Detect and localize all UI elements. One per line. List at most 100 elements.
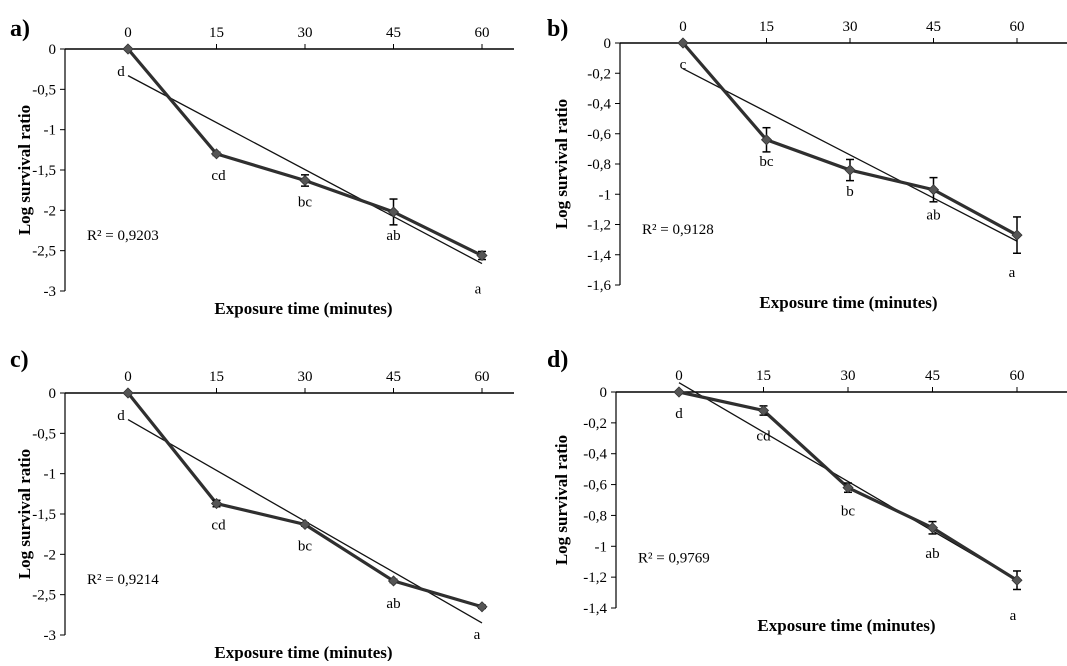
y-tick-label: -1 xyxy=(44,123,57,139)
x-tick-label: 60 xyxy=(475,25,490,41)
y-tick-label: -0,2 xyxy=(587,66,611,82)
y-tick-label: -2,5 xyxy=(32,588,56,604)
data-point xyxy=(927,184,940,196)
x-tick-label: 60 xyxy=(475,369,490,385)
y-tick-label: -0,5 xyxy=(32,82,56,98)
y-tick-label: 0 xyxy=(600,385,608,401)
x-tick-label: 0 xyxy=(675,368,683,384)
data-label: d xyxy=(117,64,125,80)
data-label: d xyxy=(117,408,125,424)
panel-letter: d) xyxy=(547,347,568,373)
x-tick-label: 30 xyxy=(841,368,856,384)
y-tick-label: -1 xyxy=(44,467,57,483)
y-tick-label: -0,5 xyxy=(32,426,56,442)
data-point xyxy=(926,522,939,534)
x-tick-label: 0 xyxy=(124,369,132,385)
chart-panel-b: b) 0 15 30 45 60 0 -0,2 -0,4 -0,6 -0,8 -1 -1,2 -1,4 -1… xyxy=(537,0,1067,330)
x-tick-label: 15 xyxy=(209,369,224,385)
y-tick-label: -1 xyxy=(595,539,608,555)
data-label: a xyxy=(1010,608,1017,624)
y-tick-label: -1,4 xyxy=(583,601,607,617)
x-tick-label: 15 xyxy=(209,25,224,41)
r-squared-label: R² = 0,9769 xyxy=(638,551,710,567)
data-label: bc xyxy=(298,194,313,210)
panel-letter: a) xyxy=(10,16,30,42)
data-label: bc xyxy=(298,538,313,554)
data-point xyxy=(387,575,400,587)
y-tick-label: -1,5 xyxy=(32,507,56,523)
x-tick-label: 0 xyxy=(679,19,687,35)
data-label: ab xyxy=(386,228,400,244)
chart-c: c) 0 15 30 45 60 0 -0,5 -1 -1,5 -2 -2,5 -3 Log surviv… xyxy=(10,347,514,662)
data-label: c xyxy=(680,57,687,73)
series-line xyxy=(126,391,483,609)
data-point xyxy=(299,518,311,531)
y-tick-label: -0,2 xyxy=(583,416,607,432)
data-point xyxy=(387,206,400,218)
data-label: ab xyxy=(925,546,939,562)
x-tick-label: 45 xyxy=(926,19,941,35)
data-point xyxy=(757,404,770,417)
y-tick-label: -0,4 xyxy=(587,97,611,113)
x-tick-label: 30 xyxy=(843,19,858,35)
x-tick-label: 30 xyxy=(298,369,313,385)
y-tick-label: -1,2 xyxy=(583,570,607,586)
r-squared-label: R² = 0,9203 xyxy=(87,228,159,244)
y-tick-label: 0 xyxy=(49,42,57,58)
series-line xyxy=(681,41,1018,237)
y-tick-label: -0,6 xyxy=(587,127,611,143)
data-point xyxy=(476,601,488,613)
y-tick-label: -3 xyxy=(44,284,57,300)
chart-a: a) 0 15 30 45 60 0 -0,5 -1 -1,5 -2 -2,5 -3 Log surviv… xyxy=(10,16,514,318)
data-label: cd xyxy=(756,429,771,445)
data-label: bc xyxy=(841,504,856,520)
trend-line xyxy=(678,382,1018,581)
panel-letter: b) xyxy=(547,16,568,42)
data-label: cd xyxy=(211,518,226,534)
y-tick-label: -1,6 xyxy=(587,278,611,294)
x-tick-label: 60 xyxy=(1010,368,1025,384)
data-point xyxy=(122,387,134,399)
x-tick-label: 15 xyxy=(759,19,774,35)
x-tick-label: 30 xyxy=(298,25,313,41)
data-label: b xyxy=(846,184,854,200)
y-tick-label: -2,5 xyxy=(32,244,56,260)
y-axis-title: Log survival ratio xyxy=(15,105,34,235)
data-point xyxy=(844,164,856,176)
r-squared-label: R² = 0,9128 xyxy=(642,222,714,238)
y-axis-title: Log survival ratio xyxy=(552,435,571,565)
data-point xyxy=(210,497,223,510)
y-tick-label: -3 xyxy=(44,628,57,644)
data-point xyxy=(1011,574,1023,586)
y-tick-label: -0,4 xyxy=(583,447,607,463)
chart-b: b) 0 15 30 45 60 0 -0,2 -0,4 -0,6 -0,8 -1 -1,2 -1,4 -1… xyxy=(547,16,1067,312)
data-label: a xyxy=(1009,265,1016,281)
data-point xyxy=(122,43,134,55)
data-point xyxy=(1011,229,1023,241)
series-line xyxy=(126,47,483,257)
data-label: bc xyxy=(759,154,774,170)
y-tick-label: -1,5 xyxy=(32,163,56,179)
data-label: cd xyxy=(211,168,226,184)
x-tick-label: 15 xyxy=(756,368,771,384)
y-tick-label: 0 xyxy=(49,386,57,402)
panel-letter: c) xyxy=(10,347,29,373)
y-tick-label: 0 xyxy=(604,36,612,52)
data-point xyxy=(299,174,311,187)
chart-panel-a: a) 0 15 30 45 60 0 -0,5 -1 -1,5 -2 -2,5 -3 Log surviv… xyxy=(0,0,530,330)
y-tick-label: -1,2 xyxy=(587,218,611,234)
data-label: d xyxy=(675,406,683,422)
x-tick-label: 0 xyxy=(124,25,132,41)
x-tick-label: 45 xyxy=(925,368,940,384)
chart-d: d) 0 15 30 45 60 0 -0,2 -0,4 -0,6 -0,8 -1 -1,2 -1,4 Lo… xyxy=(547,347,1067,635)
y-tick-label: -0,6 xyxy=(583,478,607,494)
y-axis-title: Log survival ratio xyxy=(15,449,34,579)
y-tick-label: -0,8 xyxy=(587,157,611,173)
x-tick-label: 60 xyxy=(1010,19,1025,35)
y-axis-title: Log survival ratio xyxy=(552,99,571,229)
data-point xyxy=(677,37,689,49)
x-tick-label: 45 xyxy=(386,25,401,41)
data-point xyxy=(210,148,223,160)
x-axis-title: Exposure time (minutes) xyxy=(757,616,935,635)
x-axis-title: Exposure time (minutes) xyxy=(759,293,937,312)
